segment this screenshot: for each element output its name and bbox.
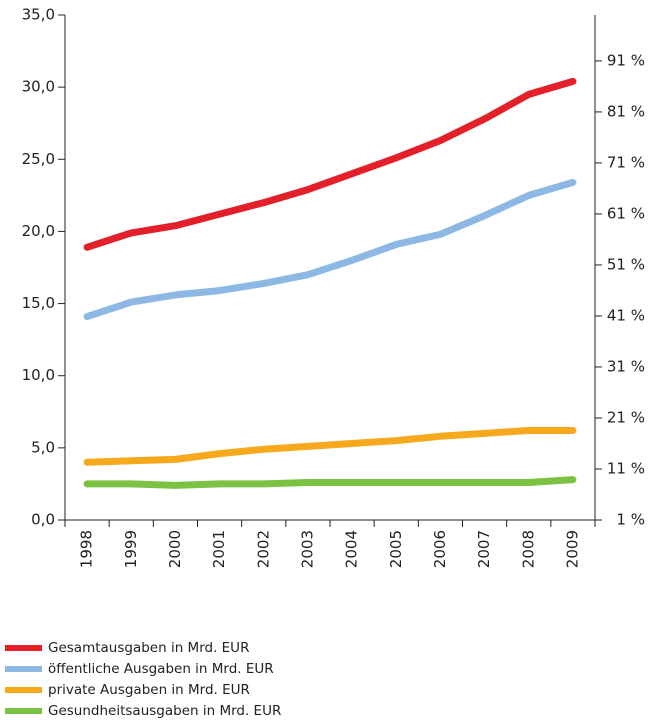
x-tick-label: 1999 <box>122 530 140 568</box>
y-tick-label: 35,0 <box>22 6 55 24</box>
y2-tick-label: 71 % <box>607 153 645 171</box>
series-line <box>83 178 577 321</box>
x-tick-label: 2004 <box>343 530 361 568</box>
x-tick-label: 2006 <box>431 530 449 568</box>
y2-tick-label: 61 % <box>607 204 645 222</box>
series-line <box>83 427 577 466</box>
y2-tick-label: 91 % <box>607 51 645 69</box>
y2-tick-label: 41 % <box>607 306 645 324</box>
legend-label: private Ausgaben in Mrd. EUR <box>48 682 250 698</box>
y-tick-label: 30,0 <box>22 78 55 96</box>
series-line <box>83 476 577 489</box>
x-tick-label: 2005 <box>387 530 405 568</box>
x-tick-label: 2007 <box>475 530 493 568</box>
x-tick-label: 2000 <box>166 530 184 568</box>
y-tick-label: 0,0 <box>31 511 55 529</box>
x-tick-label: 2001 <box>210 530 228 568</box>
x-tick-label: 2002 <box>254 530 272 568</box>
legend: Gesamtausgaben in Mrd. EUR öffentliche Au… <box>5 640 281 719</box>
y-tick-label: 20,0 <box>22 222 55 240</box>
y2-tick-label: 1 % <box>616 511 645 529</box>
legend-label: öffentliche Ausgaben in Mrd. EUR <box>48 661 274 677</box>
legend-label: Gesundheitsausgaben in Mrd. EUR <box>48 703 281 719</box>
y-tick-label: 15,0 <box>22 294 55 312</box>
y-tick-label: 5,0 <box>31 438 55 456</box>
legend-label: Gesamtausgaben in Mrd. EUR <box>48 640 249 656</box>
y2-tick-label: 81 % <box>607 102 645 120</box>
x-tick-label: 2009 <box>563 530 581 568</box>
x-tick-label: 1998 <box>78 530 96 568</box>
y-tick-label: 10,0 <box>22 366 55 384</box>
y2-tick-label: 21 % <box>607 408 645 426</box>
y2-tick-label: 31 % <box>607 357 645 375</box>
y2-tick-label: 11 % <box>607 459 645 477</box>
y2-tick-label: 51 % <box>607 255 645 273</box>
x-tick-label: 2008 <box>519 530 537 568</box>
series-line <box>83 77 577 251</box>
x-tick-label: 2003 <box>298 530 316 568</box>
y-tick-label: 25,0 <box>22 150 55 168</box>
